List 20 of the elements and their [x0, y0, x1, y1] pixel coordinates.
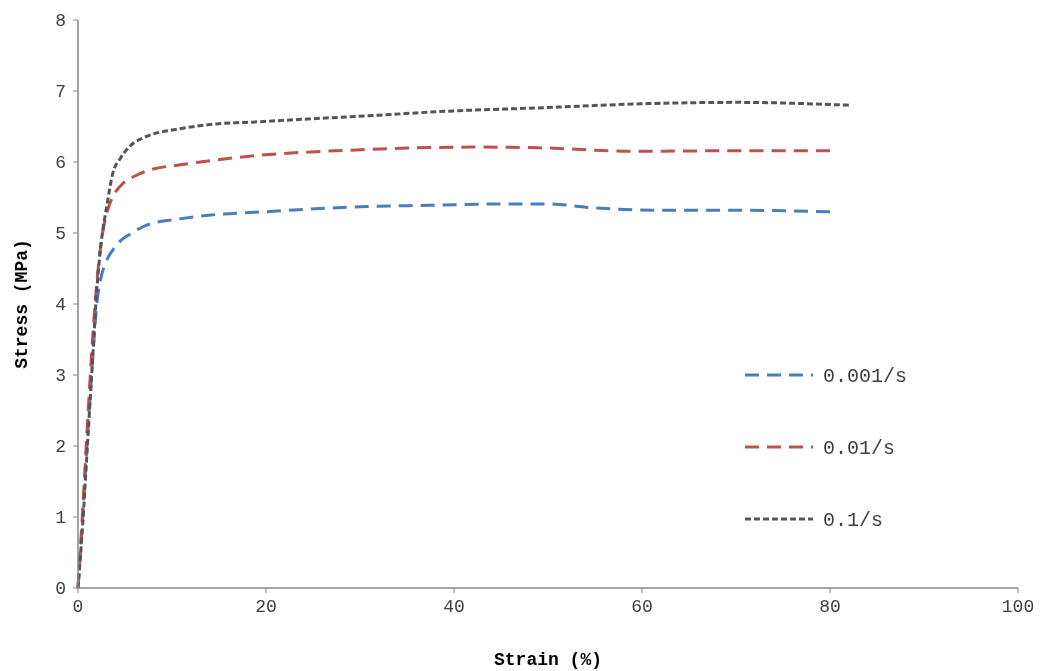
x-tick-label: 40	[443, 597, 465, 617]
x-tick-label: 100	[1001, 597, 1035, 617]
x-tick-label: 0	[72, 597, 84, 617]
y-tick-label: 8	[55, 11, 66, 32]
y-tick-label: 3	[55, 366, 66, 387]
y-tick-label: 4	[55, 295, 66, 316]
y-tick-label: 1	[55, 508, 66, 529]
x-tick-label: 20	[255, 597, 277, 617]
legend-label: 0.001/s	[823, 365, 908, 388]
y-tick-label: 5	[55, 224, 66, 245]
y-tick-label: 0	[55, 579, 66, 600]
x-tick-label: 60	[631, 597, 653, 617]
y-tick-label: 6	[55, 153, 66, 174]
legend-label: 0.1/s	[823, 509, 884, 532]
y-tick-label: 7	[55, 82, 66, 103]
y-tick-label: 2	[55, 437, 66, 458]
legend-label: 0.01/s	[823, 437, 896, 460]
x-axis-title: Strain (%)	[493, 650, 603, 670]
y-axis-title: Stress (MPa)	[12, 239, 32, 369]
x-tick-label: 80	[819, 597, 841, 617]
